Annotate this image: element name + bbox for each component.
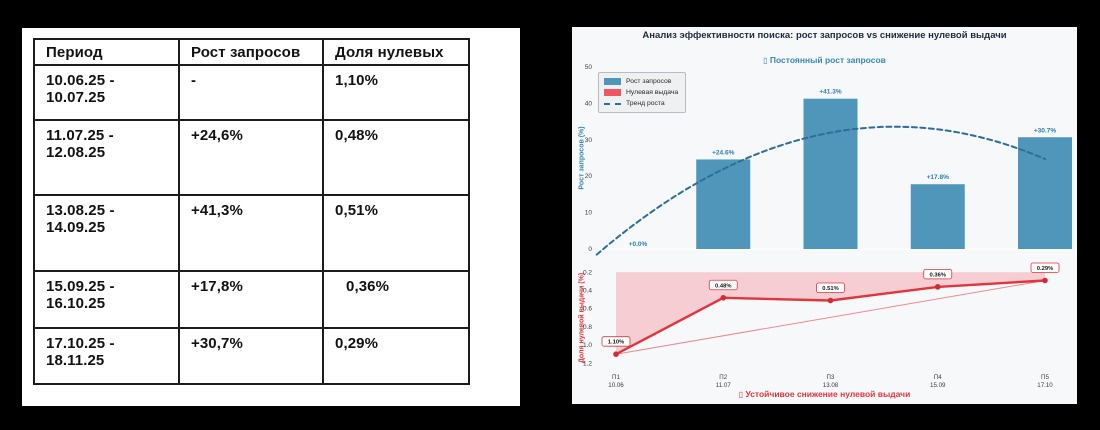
missing-glyph-icon: ▯ bbox=[739, 390, 743, 399]
legend-item: Нулевая выдача bbox=[604, 87, 678, 98]
growth-bar bbox=[911, 184, 965, 249]
growth-bar bbox=[1018, 137, 1072, 249]
y-tick-label: 0.4 bbox=[583, 288, 592, 295]
x-tick-period: П5 bbox=[1041, 374, 1049, 381]
header-period: Период bbox=[34, 39, 179, 65]
table-panel: Период Рост запросов Доля нулевых 10.06.… bbox=[22, 28, 520, 406]
comparison-table: Период Рост запросов Доля нулевых 10.06.… bbox=[33, 38, 470, 385]
table-row: 11.07.25 - 12.08.25+24,6%0,48% bbox=[34, 120, 469, 195]
annotation-value: 1.10% bbox=[608, 340, 624, 346]
bottom-chart-subtitle: ▯ Устойчивое снижение нулевой выдачи bbox=[572, 389, 1077, 399]
chart-legend: Рост запросов Нулевая выдача Тренд роста bbox=[598, 72, 686, 113]
annotation-value: 0.36% bbox=[930, 272, 946, 278]
header-zero-share: Доля нулевых bbox=[323, 39, 469, 65]
zero-growth-label: +0.0% bbox=[629, 241, 648, 248]
table-header-row: Период Рост запросов Доля нулевых bbox=[34, 39, 469, 65]
annotation-value: 0.48% bbox=[715, 283, 731, 289]
period-cell: 11.07.25 - 12.08.25 bbox=[34, 120, 179, 195]
bar-value-label: +17.8% bbox=[927, 174, 949, 181]
legend-label: Рост запросов bbox=[626, 78, 671, 85]
chart-panel: Анализ эффективности поиска: рост запрос… bbox=[572, 27, 1077, 404]
x-tick-date: 10.06 bbox=[608, 382, 624, 389]
data-point-marker bbox=[613, 351, 619, 357]
bottom-subtitle-text: Устойчивое снижение нулевой выдачи bbox=[745, 389, 910, 399]
data-point-marker bbox=[935, 284, 941, 290]
y-tick-label: 1.0 bbox=[583, 342, 592, 349]
x-tick-period: П2 bbox=[719, 374, 727, 381]
y-tick-label: 0.8 bbox=[583, 324, 592, 331]
y-tick-label: 30 bbox=[585, 137, 593, 144]
bar-value-label: +30.7% bbox=[1034, 127, 1056, 134]
period-cell: 13.08.25 - 14.09.25 bbox=[34, 195, 179, 271]
x-tick-date: 17.10 bbox=[1037, 382, 1053, 389]
x-tick-date: 11.07 bbox=[716, 382, 732, 389]
y-tick-label: 10 bbox=[585, 210, 593, 217]
y-tick-label: 1.2 bbox=[583, 360, 592, 367]
growth-cell: +24,6% bbox=[179, 120, 323, 195]
zero-share-cell: 1,10% bbox=[323, 65, 469, 120]
growth-cell: +30,7% bbox=[179, 328, 323, 384]
legend-item: Рост запросов bbox=[604, 76, 678, 87]
zero-share-cell: 0,36% bbox=[323, 271, 469, 328]
y-tick-label: 0.2 bbox=[583, 269, 592, 276]
legend-item: Тренд роста bbox=[604, 98, 678, 109]
comparison-table-body: 10.06.25 - 10.07.25-1,10%11.07.25 - 12.0… bbox=[34, 65, 469, 384]
period-cell: 15.09.25 - 16.10.25 bbox=[34, 271, 179, 328]
table-row: 17.10.25 - 18.11.25+30,7%0,29% bbox=[34, 328, 469, 384]
x-tick-period: П4 bbox=[934, 374, 942, 381]
growth-bar bbox=[804, 99, 858, 249]
growth-bar bbox=[696, 159, 750, 249]
growth-cell: - bbox=[179, 65, 323, 120]
header-growth: Рост запросов bbox=[179, 39, 323, 65]
data-point-marker bbox=[828, 298, 834, 304]
y-tick-label: 20 bbox=[585, 173, 593, 180]
growth-cell: +17,8% bbox=[179, 271, 323, 328]
growth-cell: +41,3% bbox=[179, 195, 323, 271]
y-tick-label: 0 bbox=[588, 246, 592, 253]
zero-share-cell: 0,51% bbox=[323, 195, 469, 271]
data-point-marker bbox=[720, 295, 726, 301]
y-tick-label: 40 bbox=[585, 100, 593, 107]
zero-share-cell: 0,29% bbox=[323, 328, 469, 384]
legend-swatch bbox=[604, 78, 621, 85]
bar-value-label: +41.3% bbox=[819, 89, 841, 96]
x-tick-date: 15.09 bbox=[930, 382, 946, 389]
x-tick-period: П1 bbox=[612, 374, 620, 381]
screenshot-canvas: { "table_panel": { "headers": ["Период",… bbox=[0, 0, 1100, 430]
x-tick-date: 13.08 bbox=[823, 382, 839, 389]
y-tick-label: 50 bbox=[585, 64, 593, 71]
annotation-value: 0.29% bbox=[1037, 266, 1053, 272]
legend-label: Нулевая выдача bbox=[626, 89, 678, 96]
period-cell: 10.06.25 - 10.07.25 bbox=[34, 65, 179, 120]
x-tick-period: П3 bbox=[827, 374, 835, 381]
legend-label: Тренд роста bbox=[626, 100, 665, 107]
period-cell: 17.10.25 - 18.11.25 bbox=[34, 328, 179, 384]
data-point-marker bbox=[1042, 278, 1048, 284]
zero-share-cell: 0,48% bbox=[323, 120, 469, 195]
legend-dash-swatch bbox=[604, 103, 621, 105]
legend-swatch bbox=[604, 89, 621, 96]
table-row: 13.08.25 - 14.09.25+41,3%0,51% bbox=[34, 195, 469, 271]
annotation-value: 0.51% bbox=[822, 286, 838, 292]
bar-value-label: +24.6% bbox=[712, 149, 734, 156]
y-tick-label: 0.6 bbox=[583, 306, 592, 313]
table-row: 15.09.25 - 16.10.25+17,8%0,36% bbox=[34, 271, 469, 328]
table-row: 10.06.25 - 10.07.25-1,10% bbox=[34, 65, 469, 120]
